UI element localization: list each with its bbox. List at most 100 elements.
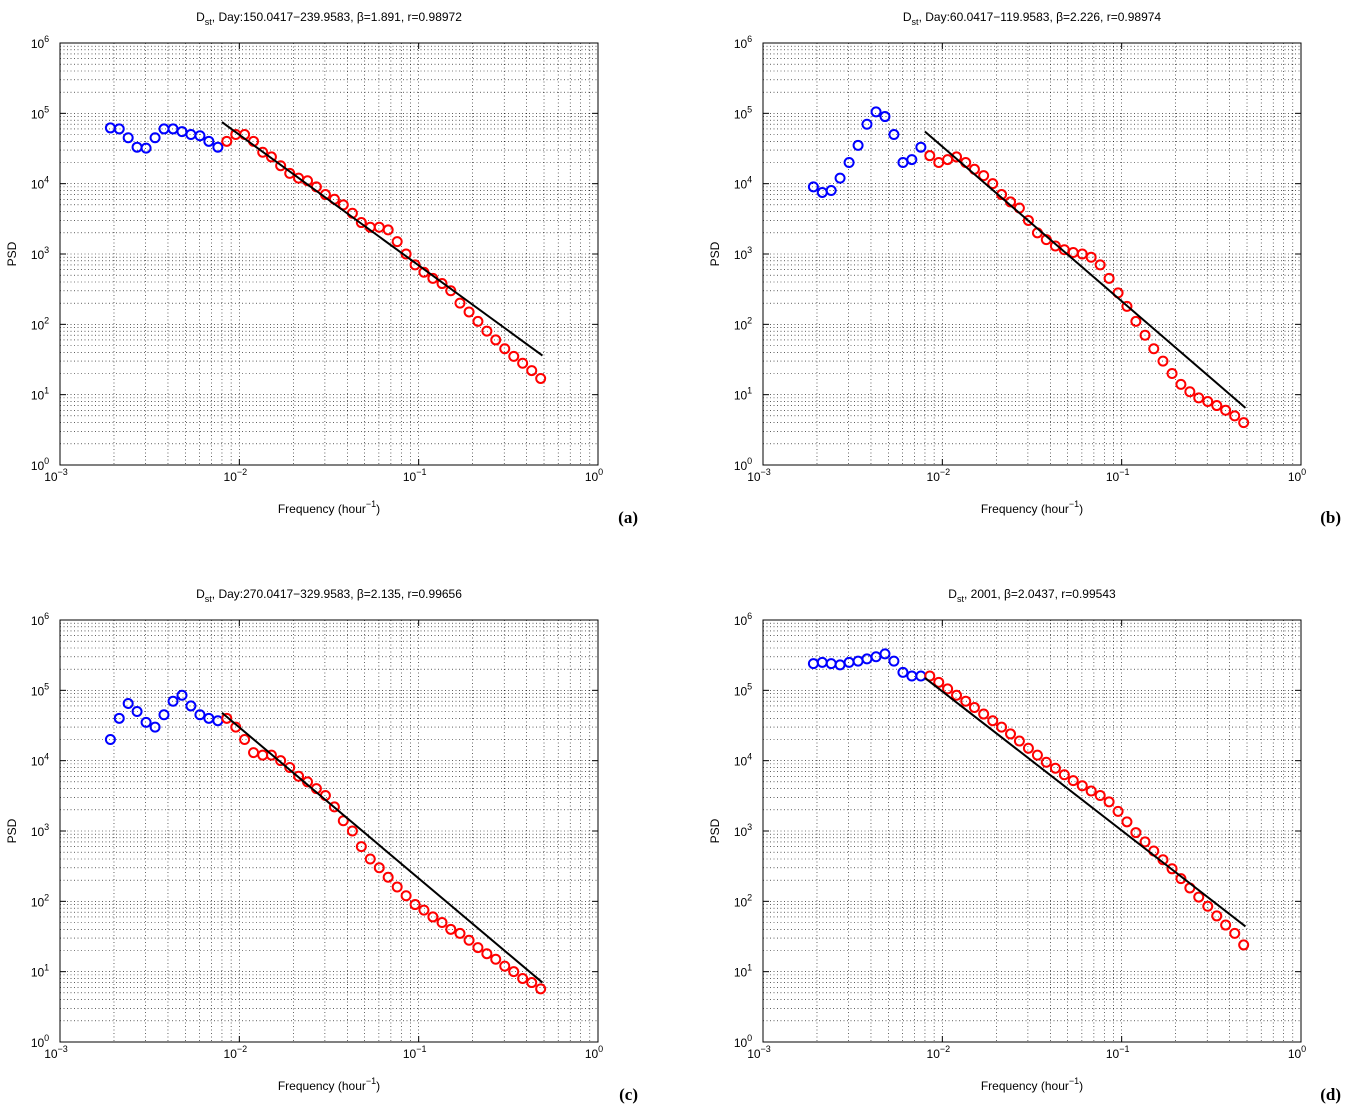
- tick-base: 10: [31, 825, 45, 839]
- data-point: [418, 904, 430, 916]
- data-point: [239, 733, 251, 745]
- data-point: [526, 977, 538, 989]
- y-tick-label: 103: [31, 822, 49, 839]
- data-point: [1238, 939, 1250, 951]
- x-tick-label: 10−2: [224, 1044, 248, 1061]
- data-point: [1130, 315, 1142, 327]
- y-tick-label: 102: [31, 892, 49, 909]
- x-tick-label: 10−3: [44, 467, 68, 484]
- data-point: [879, 648, 891, 660]
- data-point: [275, 755, 287, 767]
- data-point: [194, 709, 206, 721]
- data-point: [140, 716, 152, 728]
- x-axis-label: Frequency (hour−1): [981, 1076, 1083, 1093]
- tick-exponent: 4: [44, 752, 49, 762]
- tick-base: 10: [403, 470, 417, 484]
- data-point: [1049, 762, 1061, 774]
- fit-line: [221, 121, 544, 357]
- chart-title: Dst, Day:150.0417−239.9583, β=1.891, r=0…: [196, 10, 462, 27]
- data-point: [158, 709, 170, 721]
- chart-title: Dst, Day:60.0417−119.9583, β=2.226, r=0.…: [903, 10, 1162, 27]
- y-tick-label: 104: [734, 752, 752, 769]
- data-point: [391, 881, 403, 893]
- data-point: [481, 948, 493, 960]
- tick-base: 10: [734, 389, 748, 403]
- y-tick-label: 103: [734, 822, 752, 839]
- tick-base: 10: [585, 470, 599, 484]
- tick-exponent: 3: [747, 822, 752, 832]
- fit-line: [221, 711, 544, 984]
- tick-exponent: 1: [44, 963, 49, 973]
- data-point: [221, 135, 233, 147]
- axes-box: [762, 42, 1302, 466]
- title-text: , Day:270.0417−329.9583, β=2.135, r=0.99…: [212, 587, 462, 601]
- data-point: [1202, 395, 1214, 407]
- tick-base: 10: [585, 1047, 599, 1061]
- data-point: [194, 130, 206, 142]
- data-point: [1076, 780, 1088, 792]
- tick-exponent: −3: [761, 467, 771, 477]
- tick-exponent: 2: [44, 892, 49, 902]
- tick-exponent: −2: [237, 467, 247, 477]
- data-point: [915, 141, 927, 153]
- x-tick-label: 10−3: [747, 467, 771, 484]
- data-point: [1175, 378, 1187, 390]
- data-point: [436, 278, 448, 290]
- data-point: [1211, 910, 1223, 922]
- title-symbol: D: [196, 10, 205, 24]
- tick-exponent: 4: [747, 175, 752, 185]
- x-label-text: ): [1079, 502, 1083, 516]
- tick-base: 10: [31, 966, 45, 980]
- tick-base: 10: [44, 470, 58, 484]
- data-point: [472, 942, 484, 954]
- tick-exponent: −2: [940, 467, 950, 477]
- tick-exponent: 6: [44, 34, 49, 44]
- data-point: [834, 172, 846, 184]
- data-point: [149, 132, 161, 144]
- tick-exponent: −1: [416, 467, 426, 477]
- data-point: [906, 154, 918, 166]
- data-point: [355, 841, 367, 853]
- tick-base: 10: [734, 1036, 748, 1050]
- data-point: [1121, 816, 1133, 828]
- y-tick-label: 105: [734, 681, 752, 698]
- x-label-exponent: −1: [366, 499, 376, 509]
- data-point: [1022, 742, 1034, 754]
- data-point: [897, 666, 909, 678]
- data-point: [987, 178, 999, 190]
- data-point: [1112, 805, 1124, 817]
- subplot: 10−3 10−2 10−1 100100101102103104105106Dst,…: [708, 10, 1341, 527]
- data-point: [1139, 329, 1151, 341]
- chart-title: Dst, Day:270.0417−329.9583, β=2.135, r=0…: [196, 587, 462, 604]
- data-point: [490, 953, 502, 965]
- y-tick-label: 104: [734, 175, 752, 192]
- tick-exponent: 0: [44, 456, 49, 466]
- tick-exponent: 0: [598, 467, 603, 477]
- data-point: [212, 141, 224, 153]
- y-tick-label: 101: [31, 386, 49, 403]
- title-text: , Day:150.0417−239.9583, β=1.891, r=0.98…: [212, 10, 462, 24]
- data-point: [1005, 728, 1017, 740]
- y-tick-label: 101: [734, 963, 752, 980]
- tick-exponent: 4: [747, 752, 752, 762]
- tick-base: 10: [31, 318, 45, 332]
- title-subscript: st: [205, 17, 213, 27]
- x-tick-label: 100: [1288, 467, 1306, 484]
- tick-exponent: 0: [1301, 467, 1306, 477]
- data-point: [825, 184, 837, 196]
- tick-base: 10: [734, 178, 748, 192]
- tick-base: 10: [734, 684, 748, 698]
- tick-exponent: −2: [940, 1044, 950, 1054]
- tick-base: 10: [31, 684, 45, 698]
- x-tick-label: 10−2: [927, 1044, 951, 1061]
- data-point: [203, 135, 215, 147]
- tick-exponent: −1: [1119, 1044, 1129, 1054]
- x-tick-label: 10−3: [747, 1044, 771, 1061]
- data-point: [1148, 343, 1160, 355]
- data-point: [1022, 214, 1034, 226]
- data-point: [924, 150, 936, 162]
- title-subscript: st: [912, 17, 920, 27]
- axes-box: [59, 619, 599, 1043]
- data-point: [1220, 919, 1232, 931]
